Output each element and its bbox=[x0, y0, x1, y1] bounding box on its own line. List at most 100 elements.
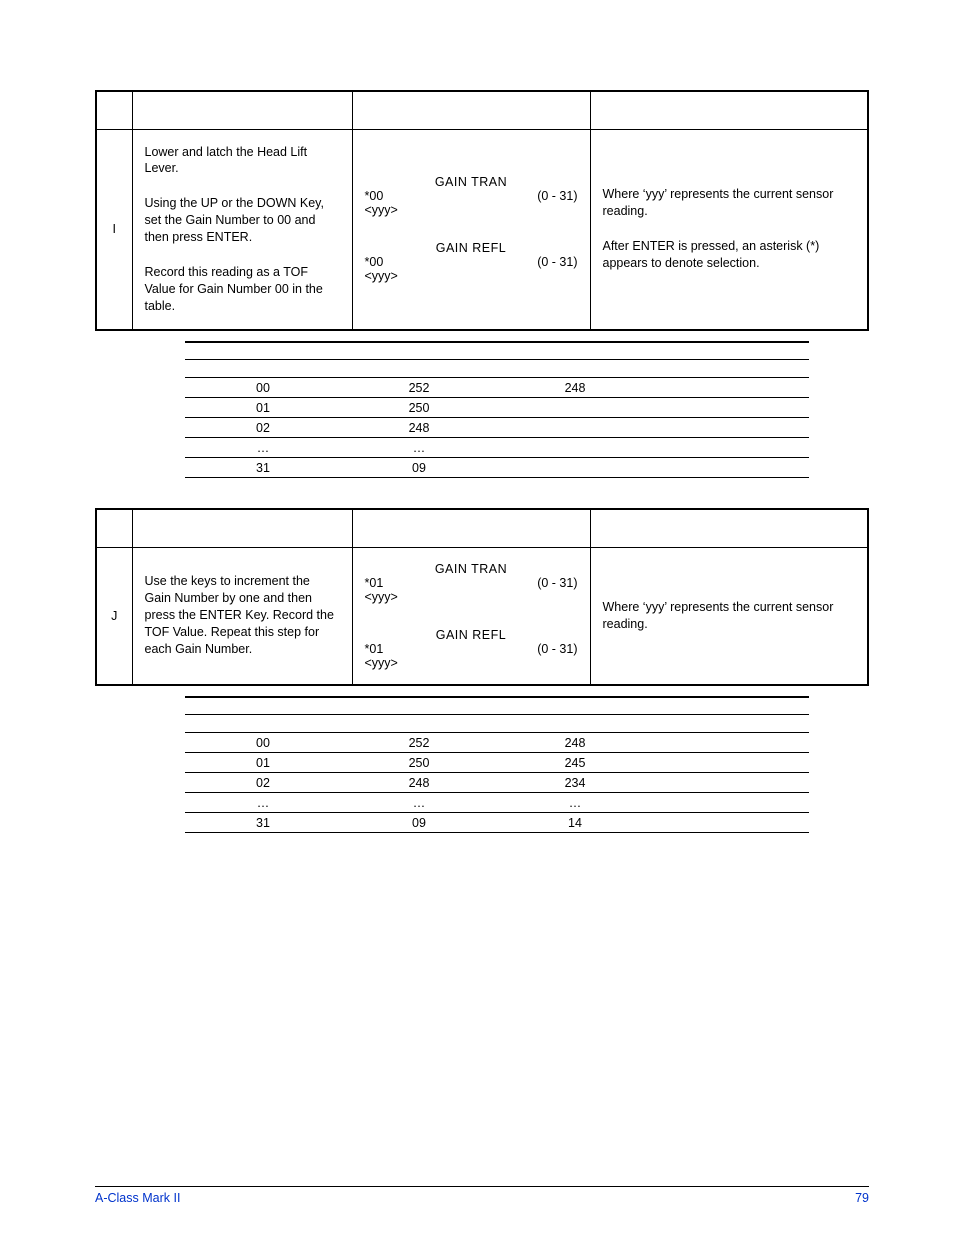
gain1-row-1: 01 250 bbox=[185, 398, 809, 418]
step-i-disp1: GAIN TRAN *00 (0 - 31) <yyy> bbox=[365, 175, 578, 217]
gain2-r0-c0: 00 bbox=[185, 733, 341, 753]
gain2-r2-c0: 02 bbox=[185, 773, 341, 793]
step-i-table: I Lower and latch the Head Lift Lever. U… bbox=[95, 90, 869, 331]
step-j-disp1-right: (0 - 31) bbox=[537, 576, 577, 590]
gain2-r2-c3 bbox=[653, 773, 809, 793]
gain1-r2-c0: 02 bbox=[185, 418, 341, 438]
gain2-r1-c1: 250 bbox=[341, 753, 497, 773]
gain1-r4-c0: 31 bbox=[185, 458, 341, 478]
step-i-disp2-title: GAIN REFL bbox=[365, 241, 578, 255]
step-j-disp1-left: *01 bbox=[365, 576, 384, 590]
step-j-comment-p1: Where ‘yyy’ represents the current senso… bbox=[603, 599, 856, 633]
step-j-table: J Use the keys to increment the Gain Num… bbox=[95, 508, 869, 686]
step-j-row: J Use the keys to increment the Gain Num… bbox=[96, 547, 868, 685]
gain1-r0-c3 bbox=[653, 378, 809, 398]
step-j-action: Use the keys to increment the Gain Numbe… bbox=[132, 547, 352, 685]
step-i-action-p2: Using the UP or the DOWN Key, set the Ga… bbox=[145, 195, 340, 246]
gain1-row-4: 31 09 bbox=[185, 458, 809, 478]
gain2-r3-c2: … bbox=[497, 793, 653, 813]
gain-table-2-wrap: 00 252 248 01 250 245 02 248 234 … … … bbox=[95, 696, 869, 834]
gain2-r0-c2: 248 bbox=[497, 733, 653, 753]
gain1-r1-c2 bbox=[497, 398, 653, 418]
step-i-disp1-left: *00 bbox=[365, 189, 384, 203]
gain2-hdr1 bbox=[185, 697, 809, 715]
step-j-header-row bbox=[96, 509, 868, 547]
step-j-disp2: GAIN REFL *01 (0 - 31) <yyy> bbox=[365, 628, 578, 670]
step-i-action-p1: Lower and latch the Head Lift Lever. bbox=[145, 144, 340, 178]
step-j-display: GAIN TRAN *01 (0 - 31) <yyy> GAIN REFL *… bbox=[352, 547, 590, 685]
gain1-r2-c3 bbox=[653, 418, 809, 438]
page-footer: A-Class Mark II 79 bbox=[95, 1186, 869, 1205]
step-j-disp2-left: *01 bbox=[365, 642, 384, 656]
step-j-action-p1: Use the keys to increment the Gain Numbe… bbox=[145, 573, 340, 657]
gain2-r4-c2: 14 bbox=[497, 813, 653, 833]
gain1-r2-c1: 248 bbox=[341, 418, 497, 438]
step-i-disp2: GAIN REFL *00 (0 - 31) <yyy> bbox=[365, 241, 578, 283]
gain1-r0-c0: 00 bbox=[185, 378, 341, 398]
gain1-row-0: 00 252 248 bbox=[185, 378, 809, 398]
gain2-hdr2 bbox=[185, 715, 809, 733]
gain1-r0-c1: 252 bbox=[341, 378, 497, 398]
gain1-r2-c2 bbox=[497, 418, 653, 438]
gain2-row-0: 00 252 248 bbox=[185, 733, 809, 753]
gain1-row-3: … … bbox=[185, 438, 809, 458]
step-j-disp2-title: GAIN REFL bbox=[365, 628, 578, 642]
gain1-r3-c2 bbox=[497, 438, 653, 458]
gain1-hdr2 bbox=[185, 360, 809, 378]
footer-right: 79 bbox=[855, 1191, 869, 1205]
gain2-r2-c1: 248 bbox=[341, 773, 497, 793]
gain-table-1-wrap: 00 252 248 01 250 02 248 … … bbox=[95, 341, 869, 479]
step-j-disp1: GAIN TRAN *01 (0 - 31) <yyy> bbox=[365, 562, 578, 604]
gain1-r3-c1: … bbox=[341, 438, 497, 458]
gain1-r0-c2: 248 bbox=[497, 378, 653, 398]
step-j-comment: Where ‘yyy’ represents the current senso… bbox=[590, 547, 868, 685]
gain2-r4-c1: 09 bbox=[341, 813, 497, 833]
footer-left: A-Class Mark II bbox=[95, 1191, 180, 1205]
gain1-r4-c1: 09 bbox=[341, 458, 497, 478]
step-i-disp2-right: (0 - 31) bbox=[537, 255, 577, 269]
step-i-display: GAIN TRAN *00 (0 - 31) <yyy> GAIN REFL *… bbox=[352, 129, 590, 330]
gain2-r4-c0: 31 bbox=[185, 813, 341, 833]
step-i-comment: Where ‘yyy’ represents the current senso… bbox=[590, 129, 868, 330]
gain2-row-3: … … … bbox=[185, 793, 809, 813]
gain2-r3-c0: … bbox=[185, 793, 341, 813]
gain2-r1-c3 bbox=[653, 753, 809, 773]
step-i-action: Lower and latch the Head Lift Lever. Usi… bbox=[132, 129, 352, 330]
gain1-row-2: 02 248 bbox=[185, 418, 809, 438]
step-i-label: I bbox=[96, 129, 132, 330]
gain2-r3-c3 bbox=[653, 793, 809, 813]
step-j-disp2-yyy: <yyy> bbox=[365, 656, 578, 670]
gain2-row-1: 01 250 245 bbox=[185, 753, 809, 773]
gain1-r1-c0: 01 bbox=[185, 398, 341, 418]
step-i-disp1-yyy: <yyy> bbox=[365, 203, 578, 217]
gain1-hdr1 bbox=[185, 342, 809, 360]
step-i-header-row bbox=[96, 91, 868, 129]
gain1-r1-c1: 250 bbox=[341, 398, 497, 418]
gain1-r3-c3 bbox=[653, 438, 809, 458]
gain2-row-2: 02 248 234 bbox=[185, 773, 809, 793]
gain2-row-4: 31 09 14 bbox=[185, 813, 809, 833]
gain1-r4-c3 bbox=[653, 458, 809, 478]
gain1-r1-c3 bbox=[653, 398, 809, 418]
gain2-r2-c2: 234 bbox=[497, 773, 653, 793]
step-j-disp2-right: (0 - 31) bbox=[537, 642, 577, 656]
step-i-action-p3: Record this reading as a TOF Value for G… bbox=[145, 264, 340, 315]
step-j-label: J bbox=[96, 547, 132, 685]
step-j-disp1-yyy: <yyy> bbox=[365, 590, 578, 604]
gain1-r4-c2 bbox=[497, 458, 653, 478]
step-i-disp2-yyy: <yyy> bbox=[365, 269, 578, 283]
step-j-disp1-title: GAIN TRAN bbox=[365, 562, 578, 576]
gain2-r0-c3 bbox=[653, 733, 809, 753]
gain2-r3-c1: … bbox=[341, 793, 497, 813]
step-i-row: I Lower and latch the Head Lift Lever. U… bbox=[96, 129, 868, 330]
step-i-comment-p2: After ENTER is pressed, an asterisk (*) … bbox=[603, 238, 856, 272]
gain-table-1: 00 252 248 01 250 02 248 … … bbox=[185, 341, 809, 479]
page: I Lower and latch the Head Lift Lever. U… bbox=[0, 0, 954, 1235]
gain2-r1-c2: 245 bbox=[497, 753, 653, 773]
gain1-r3-c0: … bbox=[185, 438, 341, 458]
step-i-disp2-left: *00 bbox=[365, 255, 384, 269]
gain2-r1-c0: 01 bbox=[185, 753, 341, 773]
gain2-r0-c1: 252 bbox=[341, 733, 497, 753]
step-i-disp1-title: GAIN TRAN bbox=[365, 175, 578, 189]
step-i-disp1-right: (0 - 31) bbox=[537, 189, 577, 203]
